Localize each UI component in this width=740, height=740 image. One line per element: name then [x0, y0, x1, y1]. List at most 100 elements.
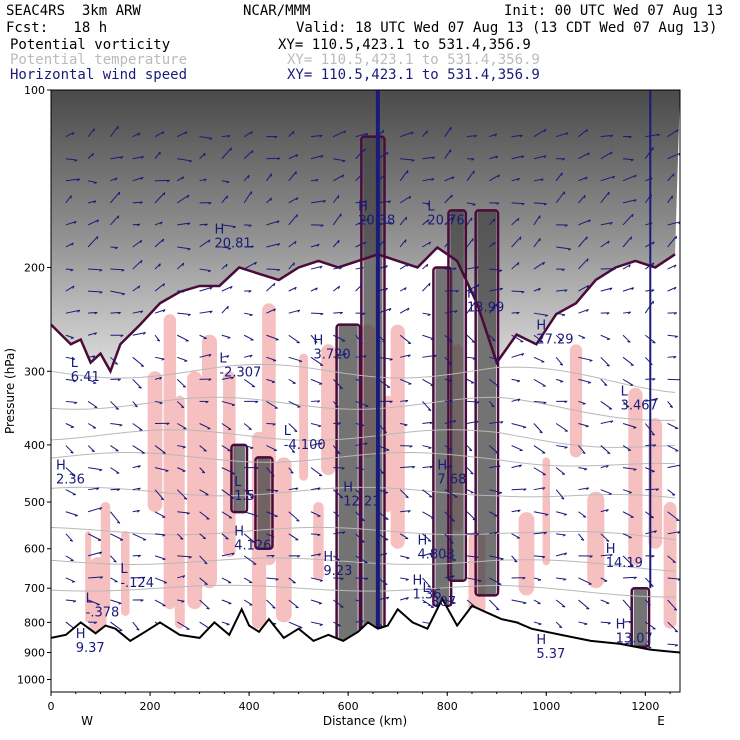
extremum-value: 4.803	[418, 547, 455, 562]
wind-vector	[422, 263, 429, 270]
wind-vector	[444, 290, 459, 293]
wind-vector	[644, 599, 651, 606]
wind-vector	[310, 265, 323, 270]
wind-vector	[400, 597, 409, 601]
extremum-letter: L	[621, 385, 629, 400]
wind-vector	[578, 423, 589, 428]
extremum-19: L-.378	[86, 591, 120, 620]
extremum-letter: L	[86, 591, 94, 606]
wind-vector	[132, 423, 143, 431]
wind-vector	[622, 264, 631, 270]
wind-vector	[444, 465, 453, 469]
wind-vector	[310, 442, 323, 447]
wind-vector	[177, 356, 188, 362]
wind-vector	[622, 378, 634, 386]
wind-vector	[399, 334, 412, 345]
wind-vector	[87, 533, 102, 541]
wind-vector	[399, 307, 410, 314]
wind-vector	[511, 445, 523, 452]
wind-vector	[177, 575, 186, 579]
wind-vector	[110, 511, 121, 524]
wind-vector	[177, 445, 186, 449]
wind-vector	[199, 400, 209, 404]
wind-vector	[243, 599, 253, 606]
east-label: E	[657, 714, 665, 728]
pv-core-0	[338, 324, 358, 653]
theta-contour-3	[51, 451, 676, 467]
wind-vector	[288, 286, 297, 292]
pv-shade-21	[518, 512, 535, 596]
wind-vector	[377, 378, 391, 388]
wind-vector	[88, 576, 104, 579]
wind-vector	[355, 620, 364, 624]
wind-vector	[377, 200, 392, 204]
wind-vector	[600, 621, 611, 625]
extremum-value: -4.100	[284, 438, 326, 453]
wind-vector	[556, 400, 568, 404]
wind-vector	[266, 268, 281, 272]
wind-vector	[400, 158, 415, 162]
wind-vector	[199, 577, 208, 586]
wind-vector	[132, 155, 144, 160]
wind-vector	[266, 356, 277, 362]
wind-vector	[221, 489, 235, 499]
wind-vector	[578, 176, 588, 182]
wind-vector	[266, 511, 278, 518]
wind-vector	[489, 555, 504, 561]
wind-vector	[578, 236, 588, 248]
wind-vector	[511, 155, 525, 160]
wind-vector	[288, 262, 295, 270]
wind-vector	[221, 467, 236, 475]
extremum-value: 27.29	[536, 333, 573, 348]
wind-vector	[87, 219, 100, 226]
wind-vector	[578, 487, 590, 491]
wind-vector	[199, 202, 212, 205]
wind-vector	[266, 157, 281, 161]
wind-vector	[600, 464, 609, 469]
pv-shade-12	[275, 457, 292, 623]
wind-vector	[199, 268, 212, 273]
wind-vector	[244, 245, 254, 249]
wind-vector	[110, 125, 119, 137]
extremum-letter: H	[536, 633, 546, 648]
wind-vector	[87, 599, 100, 606]
wind-vector	[199, 423, 211, 430]
wind-vector	[310, 423, 322, 428]
wind-vector	[444, 489, 458, 498]
wind-vector	[578, 533, 585, 541]
wind-vector	[88, 487, 100, 491]
y-tick-label: 200	[24, 261, 45, 274]
wind-vector	[110, 378, 121, 382]
extremum-17: H14.19	[606, 542, 643, 571]
wind-vector	[533, 487, 546, 491]
wind-vector	[332, 445, 341, 455]
wind-vector	[177, 467, 186, 472]
wind-vector	[533, 599, 541, 605]
wind-vector	[310, 599, 322, 605]
wind-vector	[555, 423, 569, 432]
wind-vector	[556, 289, 568, 292]
extremum-13: H12.21	[343, 481, 380, 510]
wind-vector	[511, 599, 527, 605]
wind-vector	[578, 258, 589, 270]
wind-vector	[333, 422, 341, 425]
wind-vector	[466, 266, 480, 270]
wind-vector	[221, 263, 228, 270]
wind-vector	[244, 400, 259, 404]
wind-vector	[511, 423, 527, 429]
extremum-16: H4.803	[418, 533, 455, 562]
wind-vector	[422, 533, 432, 542]
wind-vector	[556, 312, 566, 317]
wind-vector	[244, 312, 253, 317]
wind-vector	[444, 126, 452, 137]
y-tick-label: 800	[24, 616, 45, 629]
extremum-value: 9.37	[76, 641, 105, 656]
extremum-value: 20.38	[358, 213, 395, 228]
pv-shade-15	[321, 344, 336, 476]
wind-vector	[199, 310, 213, 314]
wind-vector	[132, 176, 144, 182]
pv-contour-4	[474, 209, 500, 597]
wind-vector	[310, 334, 318, 343]
wind-vector	[556, 378, 564, 383]
wind-vector	[221, 533, 229, 540]
